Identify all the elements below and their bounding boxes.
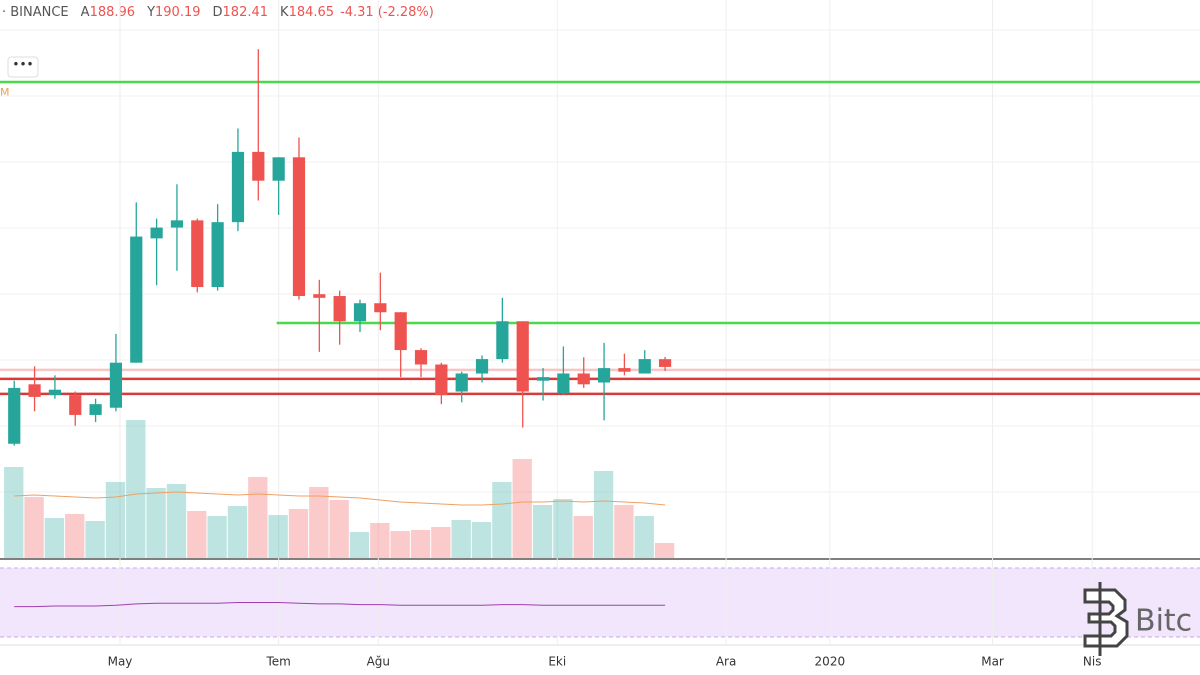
x-tick-label: 2020 (815, 655, 846, 669)
candle-body (89, 404, 102, 415)
volume-bar (248, 477, 268, 558)
change: -4.31 (340, 5, 374, 20)
volume-bar (573, 516, 593, 558)
volume-bar (370, 523, 390, 558)
volume-bar (654, 543, 675, 558)
more-button-dots[interactable]: ••• (12, 58, 33, 72)
header: · BINANCE A188.96 Y190.19 D182.41 K184.65 -4.… (2, 5, 434, 20)
candle-body (516, 321, 529, 392)
rsi-pane (0, 568, 1200, 637)
candle-body (618, 368, 631, 372)
x-tick-label: Mar (981, 655, 1004, 669)
volume-bar (24, 497, 44, 558)
candle-body (557, 373, 570, 394)
candle-body (455, 373, 468, 392)
candle-body (109, 362, 123, 408)
volume-bar (431, 527, 451, 558)
x-tick-label: Nis (1083, 655, 1102, 669)
candle-body (170, 220, 184, 228)
candle-body (150, 227, 163, 239)
candle-body (69, 395, 82, 415)
ohlc-key: A (81, 5, 90, 20)
volume-bar (44, 518, 65, 558)
volume-bar (614, 505, 634, 558)
volume-bar (451, 520, 471, 558)
volume-bar (126, 420, 146, 558)
more-button-box[interactable] (7, 56, 39, 78)
volume-bar (553, 499, 573, 558)
volume-bar (227, 506, 248, 558)
candle-body (577, 373, 590, 385)
volume-bar (410, 530, 431, 558)
watermark-text: Bitc (1135, 604, 1192, 639)
volume-bar (532, 505, 553, 558)
candle-body (475, 359, 489, 374)
candle-body (28, 384, 41, 397)
candle-body (8, 387, 21, 444)
volume-bar (593, 471, 614, 558)
candle-body (252, 151, 265, 181)
volume-bar (207, 516, 227, 558)
volume-bar (146, 488, 166, 558)
candle-body (211, 222, 224, 288)
x-tick-label: Ara (716, 655, 737, 669)
ohlc-value: 190.19 (155, 5, 201, 20)
candle-body (130, 236, 143, 363)
volume-bar (105, 482, 126, 558)
candle-body (658, 359, 672, 367)
candle-body (496, 321, 509, 360)
volume-ma (14, 491, 666, 506)
volume-bar (166, 484, 187, 558)
candle-body (231, 151, 245, 223)
candle-body (638, 359, 651, 374)
volume-bar (85, 521, 105, 558)
volume-bar (634, 516, 654, 558)
candle-body (536, 377, 550, 381)
candle-body (414, 350, 428, 365)
candle-body (333, 296, 346, 322)
volume-bar (471, 522, 492, 558)
candle-body (48, 389, 62, 396)
x-tick-label: Eki (548, 655, 566, 669)
ohlc-key: Y (146, 5, 155, 20)
candle-body (313, 294, 326, 298)
candle-body (292, 157, 306, 297)
more-button[interactable]: ••• (7, 56, 39, 78)
rsi-line (14, 602, 666, 608)
ohlc-key: D (213, 5, 223, 20)
volume-bar (309, 487, 329, 558)
candle-body (597, 368, 611, 383)
candle-body (394, 312, 407, 351)
candle-body (272, 157, 285, 181)
watermark: Bitc (1083, 582, 1192, 656)
x-tick-label: May (108, 655, 133, 669)
change-pct: (-2.28%) (378, 5, 434, 20)
ohlc-value: 184.65 (289, 5, 335, 20)
ohlc-value: 182.41 (223, 5, 269, 20)
volume-bar (4, 467, 24, 558)
volume-bar (349, 532, 370, 558)
exchange: · BINANCE (2, 5, 69, 20)
volume-bar (65, 514, 85, 558)
volume-bar (492, 482, 512, 558)
ohlc-key: K (280, 5, 289, 20)
ohlc-value: 188.96 (90, 5, 136, 20)
candle-body (353, 303, 367, 322)
volume-bar (390, 531, 410, 558)
volume-bar (329, 500, 349, 558)
indicator-label: M (0, 86, 10, 99)
volume-bar (268, 515, 288, 558)
x-tick-label: Ağu (367, 655, 390, 669)
candle-body (435, 364, 448, 396)
volume-bar (512, 459, 532, 558)
candle-body (374, 303, 387, 313)
volume-bar (187, 511, 207, 558)
x-tick-label: Tem (265, 655, 290, 669)
volume-bar (288, 509, 309, 558)
watermark-icon (1083, 588, 1129, 648)
candle-body (191, 220, 204, 288)
